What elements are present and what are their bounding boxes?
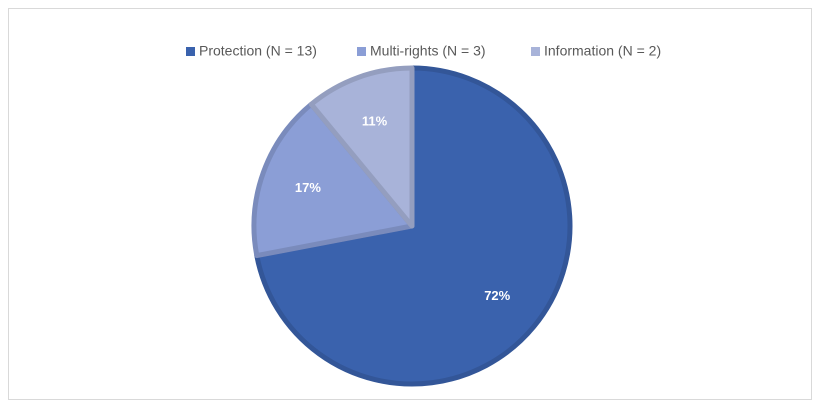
pie-slice [251,101,415,259]
data-label: 11% [362,113,388,128]
legend-swatch [357,47,366,56]
legend-swatch [186,47,195,56]
data-label: 72% [484,288,510,303]
legend-label: Protection (N = 13) [199,43,317,59]
legend-swatch [531,47,540,56]
data-label: 17% [295,180,321,195]
legend-label: Multi-rights (N = 3) [370,43,486,59]
legend-label: Information (N = 2) [544,43,661,59]
pie-slice [308,65,415,229]
